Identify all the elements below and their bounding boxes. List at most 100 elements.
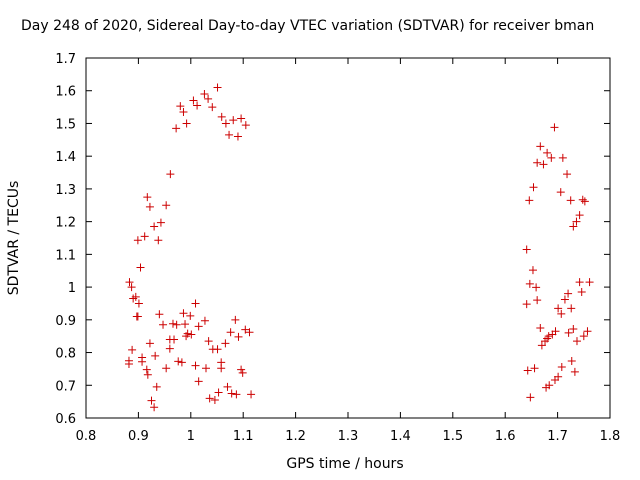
data-point xyxy=(566,196,575,205)
y-axis-ticks: 0.6 0.7 0.8 0.9 1 1.1 1.2 1.3 1.4 1.5 1.6 1.7 xyxy=(55,52,610,427)
data-point xyxy=(136,263,145,272)
data-point xyxy=(128,345,137,354)
data-point xyxy=(223,382,232,391)
data-point xyxy=(168,319,177,328)
data-point xyxy=(194,322,203,331)
data-point xyxy=(569,222,578,231)
data-point xyxy=(226,328,235,337)
data-point xyxy=(585,278,594,287)
data-point xyxy=(172,124,181,133)
data-point xyxy=(156,218,165,227)
data-point xyxy=(231,315,240,324)
data-point xyxy=(564,289,573,298)
data-point xyxy=(159,320,168,329)
data-point xyxy=(155,310,164,319)
y-tick-label: 0.9 xyxy=(55,314,76,329)
x-tick-label: 1.4 xyxy=(390,429,411,444)
data-point xyxy=(200,316,209,325)
data-point xyxy=(564,328,573,337)
data-point xyxy=(570,367,579,376)
data-point xyxy=(189,96,198,105)
data-point xyxy=(238,368,247,377)
data-point xyxy=(176,102,185,111)
data-point xyxy=(124,360,133,368)
data-point xyxy=(545,381,554,390)
data-point xyxy=(234,332,243,341)
data-point xyxy=(181,320,190,329)
data-point xyxy=(204,94,213,103)
y-tick-label: 0.8 xyxy=(55,347,76,362)
y-tick-label: 0.6 xyxy=(55,412,76,427)
data-point xyxy=(127,283,136,292)
y-tick-label: 1 xyxy=(68,281,76,296)
data-point xyxy=(150,222,159,231)
x-tick-label: 0.9 xyxy=(128,429,149,444)
data-point xyxy=(138,357,147,366)
x-tick-label: 1.3 xyxy=(338,429,359,444)
data-point xyxy=(194,377,203,386)
data-point xyxy=(580,197,589,206)
data-point xyxy=(551,327,560,336)
data-point xyxy=(245,328,254,337)
data-point xyxy=(232,390,241,399)
data-point xyxy=(214,388,223,397)
data-point xyxy=(557,362,566,371)
data-point xyxy=(522,300,531,309)
data-point xyxy=(577,288,586,296)
data-point xyxy=(578,195,587,204)
data-point xyxy=(162,364,171,373)
data-point xyxy=(133,236,142,245)
data-point xyxy=(237,365,246,374)
data-point xyxy=(151,351,160,360)
data-point xyxy=(217,364,226,373)
data-point xyxy=(554,372,563,381)
data-point xyxy=(182,119,191,128)
data-point xyxy=(179,108,188,116)
x-tick-label: 1.6 xyxy=(495,429,516,444)
data-point xyxy=(567,357,576,366)
chart-title: Day 248 of 2020, Sidereal Day-to-day VTE… xyxy=(21,18,595,34)
data-point xyxy=(205,394,214,403)
data-point xyxy=(579,332,588,341)
data-point xyxy=(237,114,246,123)
data-point xyxy=(563,170,572,179)
data-point xyxy=(543,148,552,157)
data-point xyxy=(154,236,163,245)
x-axis-label: GPS time / hours xyxy=(286,456,404,472)
data-point xyxy=(567,304,576,313)
data-point xyxy=(177,358,186,367)
data-point xyxy=(557,309,566,318)
data-point xyxy=(201,364,210,373)
data-point xyxy=(536,324,545,332)
data-point xyxy=(133,312,142,321)
y-tick-label: 1.3 xyxy=(55,183,76,198)
x-tick-label: 1.2 xyxy=(285,429,306,444)
data-point xyxy=(229,116,238,125)
data-point xyxy=(572,337,581,346)
data-point xyxy=(162,201,171,210)
data-point xyxy=(142,365,151,374)
data-point xyxy=(575,211,584,220)
x-tick-label: 1.7 xyxy=(547,429,568,444)
data-point xyxy=(221,119,230,128)
data-point xyxy=(208,103,217,112)
data-point xyxy=(533,158,542,167)
x-tick-label: 1.5 xyxy=(442,429,463,444)
data-point xyxy=(550,123,559,132)
data-point xyxy=(247,390,256,399)
data-point xyxy=(143,193,152,202)
x-tick-label: 1.1 xyxy=(233,429,254,444)
data-point xyxy=(143,370,152,379)
data-point xyxy=(572,217,581,226)
data-point xyxy=(140,232,149,241)
data-point xyxy=(183,329,192,338)
data-point xyxy=(525,279,534,288)
data-point xyxy=(533,296,542,305)
y-tick-label: 0.7 xyxy=(55,379,76,394)
data-point xyxy=(134,299,143,308)
data-point xyxy=(191,299,200,308)
y-tick-label: 1.7 xyxy=(55,52,76,67)
data-point xyxy=(165,344,174,353)
plot-frame xyxy=(85,57,611,419)
